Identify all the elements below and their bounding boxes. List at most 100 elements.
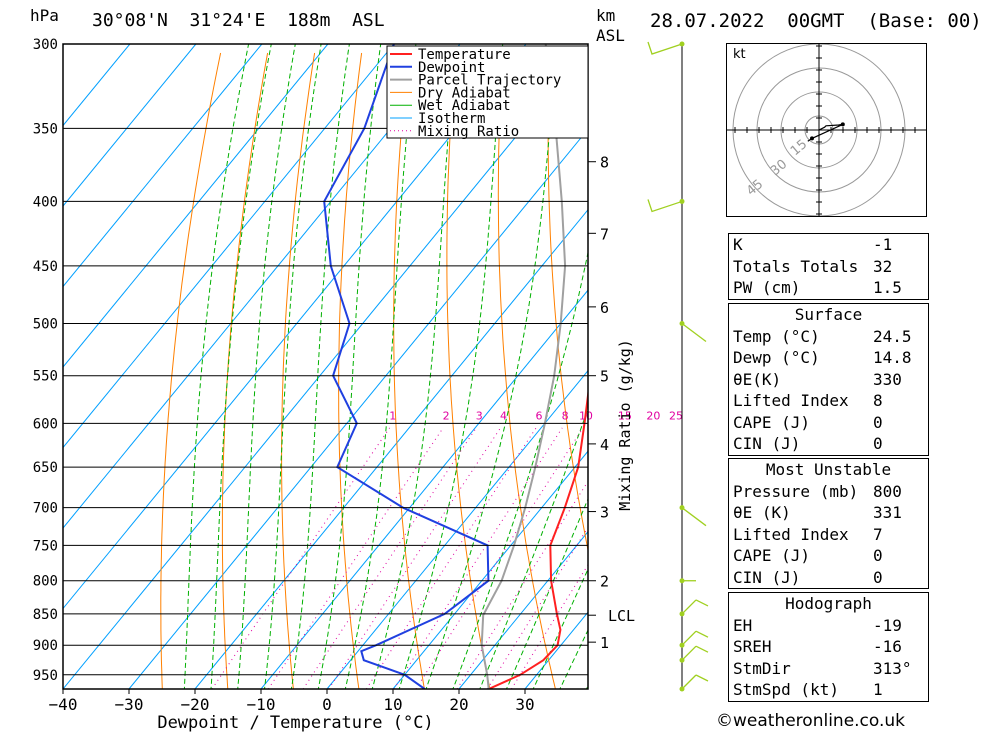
- pressure-tick-label: 450: [33, 259, 58, 275]
- x-axis-title: Dewpoint / Temperature (°C): [157, 713, 433, 733]
- isotherm-line: [63, 47, 588, 689]
- table-title: Surface: [794, 305, 863, 324]
- x-tick-label: 30: [515, 695, 534, 714]
- mixing-ratio-label: 1: [389, 409, 396, 422]
- pressure-tick-label: 950: [33, 668, 58, 684]
- dry-adiabat-line: [497, 52, 556, 689]
- surface-table: Surface Temp (°C) 24.5 Dewp (°C) 14.8 θE(K) 33…: [728, 303, 929, 456]
- isotherm-line: [63, 44, 527, 610]
- pressure-tick-label: 350: [33, 121, 58, 137]
- wind-barb-shaft: [647, 199, 683, 213]
- row-value: 0: [873, 434, 883, 453]
- pressure-tick-label: 650: [33, 460, 58, 476]
- table-title: Hodograph: [785, 594, 872, 613]
- table-row: EH -19: [729, 615, 928, 637]
- row-value: 330: [873, 369, 902, 389]
- wind-barb: [647, 41, 685, 55]
- hodograph-point: [810, 136, 814, 141]
- height-unit-top: km: [596, 6, 616, 25]
- row-value: 800: [873, 481, 902, 501]
- height-tick-label: LCL: [608, 607, 635, 625]
- row-value: -1: [873, 235, 893, 254]
- table-row: K -1: [729, 234, 928, 256]
- pressure-tick-label: 400: [33, 194, 58, 210]
- height-tick-label: 5: [600, 368, 609, 386]
- isotherm-line: [63, 44, 329, 368]
- dry-adiabat-line: [281, 52, 316, 689]
- hodograph-table: Hodograph EH -19 SREH -16 StmDir 313° StmSpd (k…: [728, 592, 929, 702]
- isotherm-line: [63, 44, 263, 288]
- wind-barb-shaft: [681, 599, 697, 615]
- wet-adiabat-line: [183, 44, 250, 689]
- wind-barb: [679, 599, 709, 617]
- wet-adiabat-line: [532, 568, 588, 689]
- pressure-tick-label: 300: [33, 37, 58, 53]
- legend-label: Dewpoint: [418, 60, 485, 76]
- x-tick-label: 20: [449, 695, 468, 714]
- pressure-tick-label: 750: [33, 538, 58, 554]
- table-row: CIN (J) 0: [729, 567, 928, 589]
- dry-adiabat-line: [393, 52, 425, 689]
- mixing-ratio-label: 20: [646, 409, 660, 422]
- mixing-ratio-label: 8: [562, 409, 569, 422]
- row-label: Temp (°C): [733, 326, 820, 346]
- row-value: 331: [873, 503, 902, 522]
- wet-adiabat-line: [237, 44, 296, 689]
- mixing-ratio-axis-title: Mixing Ratio (g/kg): [616, 339, 634, 511]
- row-value: 0: [873, 546, 883, 565]
- row-value: 7: [873, 524, 883, 544]
- wind-barb-shaft: [681, 645, 697, 661]
- table-row: StmSpd (kt) 1: [729, 679, 928, 701]
- row-label: Lifted Index: [733, 524, 849, 544]
- mixing-ratio-label: 4: [500, 409, 507, 422]
- x-tick-label: −20: [181, 695, 210, 714]
- wind-barb: [679, 578, 696, 584]
- isotherm-line: [63, 44, 131, 127]
- copyright-label: ©weatheronline.co.uk: [716, 711, 906, 731]
- isotherm-line: [392, 450, 588, 689]
- legend-label: Parcel Trajectory: [418, 73, 561, 89]
- height-tick-label: 3: [600, 504, 609, 522]
- dry-adiabat-line: [160, 52, 222, 689]
- plot-area: [63, 44, 588, 689]
- row-label: θE (K): [733, 503, 791, 522]
- wet-adiabat-line: [263, 44, 322, 689]
- mixing-ratio-label: 3: [476, 409, 483, 422]
- legend-label: Isotherm: [418, 111, 485, 127]
- height-tick-label: 8: [600, 154, 609, 172]
- isotherm-line: [260, 289, 588, 689]
- wet-adiabat-line: [344, 44, 417, 689]
- table-row: SREH -16: [729, 636, 928, 658]
- temperature-profile: [488, 387, 588, 689]
- wind-barb: [679, 321, 707, 343]
- table-row: Temp (°C) 24.5: [729, 326, 928, 348]
- row-value: 32: [873, 256, 893, 276]
- isotherm-line: [63, 44, 65, 46]
- height-tick-label: 4: [600, 436, 609, 454]
- pressure-tick-label: 700: [33, 501, 58, 517]
- mixing-ratio-label: 25: [669, 409, 683, 422]
- table-title: Most Unstable: [765, 460, 892, 479]
- row-value: 313°: [873, 658, 912, 678]
- row-label: Lifted Index: [733, 391, 849, 410]
- row-label: Pressure (mb): [733, 481, 859, 501]
- wind-barb-shaft: [681, 630, 697, 646]
- row-value: -16: [873, 637, 902, 656]
- row-label: SREH: [733, 637, 772, 656]
- table-row: CAPE (J) 0: [729, 545, 928, 567]
- x-tick-label: −40: [49, 695, 78, 714]
- height-tick-label: 1: [600, 634, 609, 652]
- row-label: CIN (J): [733, 567, 801, 587]
- pressure-tick-label: 900: [33, 638, 58, 654]
- pressure-tick-label: 600: [33, 416, 58, 432]
- isotherm-line: [63, 44, 395, 449]
- pressure-tick-label: 550: [33, 369, 58, 385]
- legend-label: Mixing Ratio: [418, 124, 519, 140]
- row-value: -19: [873, 615, 902, 635]
- location-title: 30°08'N 31°24'E 188m ASL: [92, 10, 385, 31]
- row-label: StmSpd (kt): [733, 680, 839, 699]
- wet-adiabat-line: [398, 44, 504, 689]
- mixing-ratio-line: [267, 427, 444, 689]
